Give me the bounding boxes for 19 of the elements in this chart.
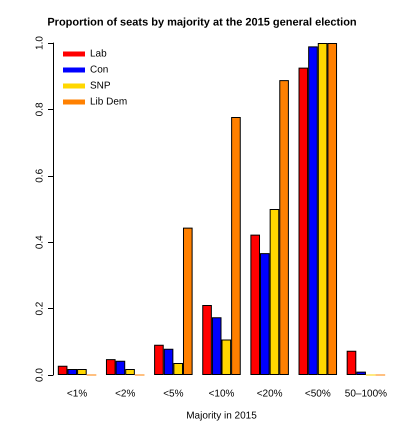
y-tick-label: 0.6 — [34, 168, 46, 183]
legend-label: Lab — [90, 48, 108, 60]
x-tick-label: <10% — [208, 388, 235, 400]
chart-title: Proportion of seats by majority at the 2015 general election — [47, 16, 357, 28]
y-tick-label: 0.0 — [34, 368, 46, 382]
x-tick-label: <2% — [115, 388, 136, 400]
x-tick-label: <50% — [304, 388, 331, 400]
y-tick-label: 0.4 — [34, 234, 46, 250]
legend-label: Lib Dem — [90, 96, 128, 108]
x-tick-label: <1% — [66, 388, 88, 400]
legend-label: SNP — [90, 80, 111, 92]
legend-label: Con — [90, 64, 108, 76]
x-tick-label: <20% — [256, 388, 283, 400]
y-tick-label: 0.8 — [34, 102, 46, 116]
x-tick-label: <5% — [163, 388, 184, 400]
x-axis-title: Majority in 2015 — [186, 410, 258, 422]
x-tick-label: 50–100% — [344, 388, 388, 400]
y-tick-label: 1.0 — [34, 36, 46, 50]
y-tick-label: 0.2 — [34, 301, 46, 316]
